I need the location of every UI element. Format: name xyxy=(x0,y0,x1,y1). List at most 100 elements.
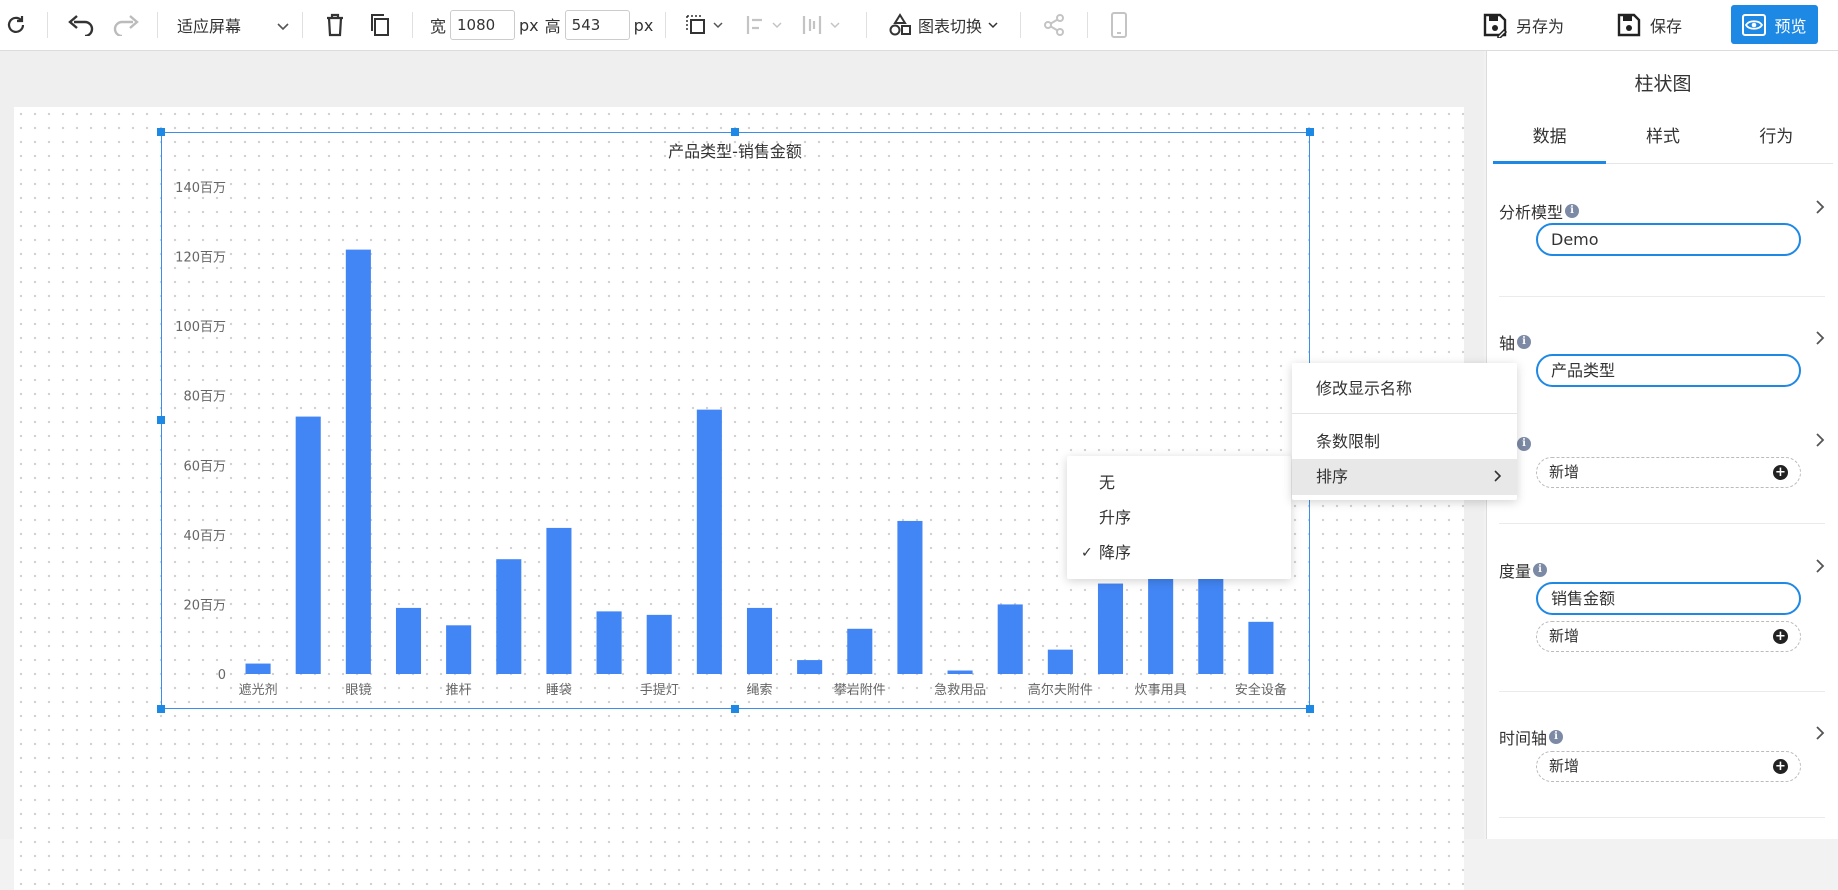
limit-menu-item[interactable]: 条数限制 xyxy=(1316,432,1381,451)
bar[interactable] xyxy=(847,628,873,674)
resize-handle[interactable] xyxy=(157,705,165,713)
tab-data[interactable]: 数据 xyxy=(1493,111,1607,164)
x-tick-label: 推杆 xyxy=(446,683,472,698)
tab-style[interactable]: 样式 xyxy=(1645,127,1680,147)
bar[interactable] xyxy=(696,409,722,674)
resize-handle[interactable] xyxy=(1306,128,1314,136)
model-label: 分析模型 xyxy=(1499,203,1564,222)
bar[interactable] xyxy=(797,660,823,674)
model-field[interactable]: Demo xyxy=(1536,223,1801,256)
resize-handle[interactable] xyxy=(157,416,165,424)
bar[interactable] xyxy=(746,607,773,674)
bar[interactable] xyxy=(546,527,572,674)
bar[interactable] xyxy=(295,416,321,674)
share-icon[interactable] xyxy=(1042,0,1066,50)
chart-switch-label: 图表切换 xyxy=(918,17,983,36)
resize-handle[interactable] xyxy=(731,128,739,136)
field-context-menu: 修改显示名称 条数限制 排序 xyxy=(1292,363,1517,500)
sort-none-label: 无 xyxy=(1099,473,1116,492)
bar[interactable] xyxy=(596,611,622,674)
sort-asc-label: 升序 xyxy=(1099,508,1132,527)
chevron-right-icon[interactable] xyxy=(1815,330,1825,349)
bar[interactable] xyxy=(947,670,973,674)
x-tick-label: 高尔夫附件 xyxy=(1028,682,1093,698)
legend-section: 例i 新增 + xyxy=(1499,432,1829,488)
copy-icon[interactable] xyxy=(369,0,391,50)
y-tick-label: 20百万 xyxy=(183,598,226,613)
save-label: 保存 xyxy=(1650,17,1683,36)
chevron-right-icon[interactable] xyxy=(1815,725,1825,744)
toolbar: 适应屏幕 宽 px 高 px 图表切换 xyxy=(0,0,1838,51)
bar[interactable] xyxy=(1198,569,1224,674)
bar[interactable] xyxy=(997,604,1023,674)
sort-menu-label: 排序 xyxy=(1316,467,1349,486)
sort-desc-option[interactable]: ✓ 降序 xyxy=(1067,536,1291,570)
resize-handle[interactable] xyxy=(1306,705,1314,713)
chart-switch-button[interactable]: 图表切换 xyxy=(888,0,998,50)
bar[interactable] xyxy=(1148,569,1174,674)
chevron-right-icon[interactable] xyxy=(1815,432,1825,451)
y-tick-label: 80百万 xyxy=(183,390,226,405)
checkmark-icon: ✓ xyxy=(1081,545,1093,561)
measure-label: 度量 xyxy=(1499,562,1532,581)
fit-screen-label: 适应屏幕 xyxy=(177,17,242,36)
plus-icon: + xyxy=(1773,759,1788,774)
redo-icon[interactable] xyxy=(112,0,140,50)
x-tick-label: 遮光剂 xyxy=(239,682,278,698)
bar[interactable] xyxy=(1248,621,1274,674)
info-icon: i xyxy=(1517,437,1532,451)
chevron-right-icon[interactable] xyxy=(1815,199,1825,218)
align-left-icon xyxy=(746,16,762,34)
sort-menu-item[interactable]: 排序 xyxy=(1292,459,1517,495)
x-tick-label: 炊事用具 xyxy=(1135,683,1187,698)
sort-asc-option[interactable]: 升序 xyxy=(1067,501,1291,535)
time-section: 时间轴 i 新增 + xyxy=(1499,725,1829,782)
refresh-icon[interactable] xyxy=(4,0,28,50)
bar[interactable] xyxy=(395,607,422,674)
x-tick-label: 急救用品 xyxy=(934,682,986,698)
sort-submenu: 无 升序 ✓ 降序 xyxy=(1067,456,1291,579)
chevron-right-icon xyxy=(1493,459,1502,495)
x-tick-label: 睡袋 xyxy=(546,683,572,698)
bar[interactable] xyxy=(1047,649,1073,674)
y-tick-label: 100百万 xyxy=(175,320,226,335)
save-as-button[interactable]: 另存为 xyxy=(1482,8,1564,42)
layer-dropdown[interactable] xyxy=(685,0,723,50)
rename-menu-item[interactable]: 修改显示名称 xyxy=(1316,379,1413,398)
legend-add-button[interactable]: 新增 + xyxy=(1536,457,1801,488)
bar[interactable] xyxy=(496,559,522,674)
plus-icon: + xyxy=(1773,629,1788,644)
chevron-right-icon[interactable] xyxy=(1815,558,1825,577)
measure-add-button[interactable]: 新增 + xyxy=(1536,621,1801,652)
delete-icon[interactable] xyxy=(325,0,345,50)
bar[interactable] xyxy=(245,663,271,674)
time-add-label: 新增 xyxy=(1549,757,1580,775)
info-icon: i xyxy=(1533,563,1548,577)
distribute-dropdown[interactable] xyxy=(802,0,840,50)
height-input[interactable] xyxy=(564,10,630,40)
bar[interactable] xyxy=(1097,583,1124,674)
time-add-button[interactable]: 新增 + xyxy=(1536,751,1801,782)
width-input[interactable] xyxy=(450,10,516,40)
sort-desc-label: 降序 xyxy=(1099,543,1132,562)
axis-field[interactable]: 产品类型 xyxy=(1536,354,1801,387)
save-button[interactable]: 保存 xyxy=(1616,8,1682,42)
align-dropdown[interactable] xyxy=(746,0,782,50)
preview-label: 预览 xyxy=(1774,16,1807,36)
bar[interactable] xyxy=(646,614,672,674)
resize-handle[interactable] xyxy=(157,128,165,136)
measure-field[interactable]: 销售金额 xyxy=(1536,582,1801,615)
sort-none-option[interactable]: 无 xyxy=(1067,466,1291,500)
resize-handle[interactable] xyxy=(731,705,739,713)
bar[interactable] xyxy=(345,249,371,674)
bar[interactable] xyxy=(446,625,472,674)
fit-screen-select[interactable]: 适应屏幕 xyxy=(177,0,289,50)
preview-button[interactable]: 预览 xyxy=(1731,5,1818,44)
measure-section: 度量 i 销售金额 新增 + xyxy=(1499,558,1829,652)
chevron-down-icon xyxy=(277,16,289,35)
undo-icon[interactable] xyxy=(67,0,95,50)
mobile-icon[interactable] xyxy=(1110,0,1128,50)
x-tick-label: 安全设备 xyxy=(1235,682,1287,698)
tab-behavior[interactable]: 行为 xyxy=(1759,127,1794,147)
bar[interactable] xyxy=(897,520,923,674)
